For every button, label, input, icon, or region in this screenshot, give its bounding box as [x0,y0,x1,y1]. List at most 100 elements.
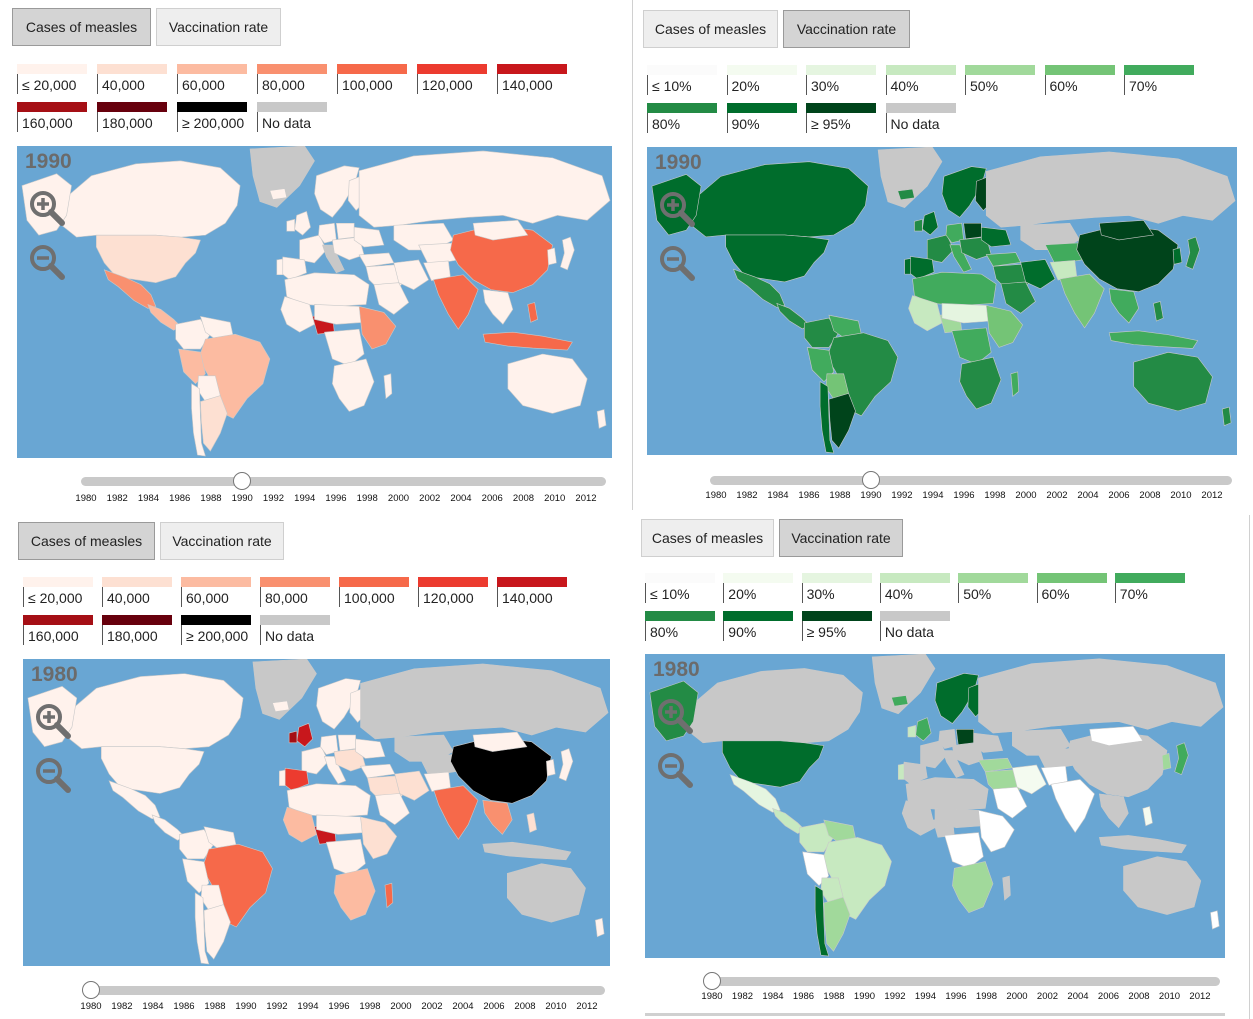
country-indonesia[interactable] [482,331,573,351]
country-italy[interactable] [323,756,347,785]
country-ukraine[interactable] [981,226,1012,248]
country-eastafrica[interactable] [358,306,397,350]
country-australia[interactable] [506,863,586,923]
country-greenland[interactable] [877,147,943,208]
country-southafrica[interactable] [952,861,994,913]
year-tick-label[interactable]: 2012 [575,493,597,504]
country-sahel[interactable] [941,303,992,324]
year-tick-label[interactable]: 1992 [884,991,906,1002]
country-eastafrica[interactable] [985,305,1023,348]
country-russia[interactable] [360,663,609,740]
country-italy[interactable] [942,750,965,778]
country-seasia[interactable] [1098,793,1129,829]
country-brazil[interactable] [201,843,273,928]
country-india[interactable] [433,274,479,330]
country-ireland[interactable] [288,730,298,744]
year-tick-label[interactable]: 2006 [483,1001,505,1012]
country-portugal[interactable] [904,258,911,275]
country-indonesia[interactable] [1108,330,1199,349]
country-germany[interactable] [945,222,964,244]
year-tick-label[interactable]: 2004 [452,1001,474,1012]
country-scandinavia[interactable] [934,673,979,724]
country-canada[interactable] [683,668,863,744]
zoom-in-icon[interactable] [655,696,695,736]
year-tick-label[interactable]: 1986 [169,493,191,504]
country-centralafrica[interactable] [325,838,366,876]
country-usa[interactable] [722,740,825,788]
tab-vaccination-rate[interactable]: Vaccination rate [779,519,903,557]
country-france[interactable] [299,234,327,264]
country-mongolia[interactable] [472,219,529,241]
zoom-out-icon[interactable] [655,750,695,790]
country-portugal[interactable] [279,769,286,786]
country-seasia[interactable] [482,289,514,325]
year-tick-label[interactable]: 1984 [767,490,789,501]
country-china[interactable] [1067,730,1168,798]
country-india[interactable] [1050,779,1095,834]
slider-track[interactable] [82,986,605,995]
country-russia[interactable] [358,150,611,228]
world-map[interactable]: 1980 [645,654,1225,958]
year-tick-label[interactable]: 2010 [544,493,566,504]
country-australia[interactable] [1123,856,1202,915]
year-tick-label[interactable]: 2002 [1036,991,1059,1002]
country-usa[interactable] [725,234,830,283]
country-nz[interactable] [1221,406,1232,427]
country-canada[interactable] [61,673,244,749]
tab-cases-of-measles[interactable]: Cases of measles [18,522,155,560]
country-portugal[interactable] [276,258,284,276]
country-westafrica[interactable] [908,295,943,332]
country-brazil[interactable] [198,333,271,419]
year-tick-label[interactable]: 1984 [762,991,784,1002]
country-madagascar[interactable] [383,373,393,400]
country-china[interactable] [1076,224,1179,293]
country-mongolia[interactable] [472,731,528,752]
year-tick-label[interactable]: 2000 [1015,490,1037,501]
year-tick-label[interactable]: 1988 [823,991,845,1002]
country-brazil[interactable] [821,837,892,920]
year-tick-label[interactable]: 2002 [1046,490,1068,501]
country-korea[interactable] [546,759,556,777]
country-china[interactable] [450,224,553,293]
year-tick-label[interactable]: 2006 [481,493,503,504]
tab-cases-of-measles[interactable]: Cases of measles [12,8,151,46]
country-china[interactable] [450,736,552,804]
slider-handle[interactable] [703,972,721,990]
year-tick-label[interactable]: 2006 [1097,991,1120,1002]
country-iran[interactable] [393,259,429,290]
country-madagascar[interactable] [1002,875,1011,901]
country-india[interactable] [433,785,479,840]
country-westafrica[interactable] [282,806,317,843]
year-tick-label[interactable]: 2000 [1006,991,1028,1002]
country-philippines[interactable] [526,812,537,833]
year-tick-label[interactable]: 1980 [701,991,723,1002]
year-tick-label[interactable]: 1994 [922,490,944,501]
country-saudi[interactable] [373,282,410,315]
country-mongolia[interactable] [1089,726,1144,746]
year-tick-label[interactable]: 2012 [1201,490,1223,501]
country-nz[interactable] [595,917,605,938]
tab-vaccination-rate[interactable]: Vaccination rate [160,522,284,560]
year-tick-label[interactable]: 1986 [798,490,820,501]
country-ireland[interactable] [907,725,916,738]
year-tick-label[interactable]: 1982 [736,490,758,501]
country-iceland[interactable] [272,700,290,712]
slider-track[interactable] [81,477,606,486]
map-canvas[interactable] [647,147,1237,455]
country-nz[interactable] [596,409,607,429]
country-france[interactable] [301,746,329,775]
year-tick-label[interactable]: 2008 [512,493,535,504]
country-korea[interactable] [1161,753,1172,771]
country-southafrica[interactable] [332,358,375,412]
country-chile[interactable] [819,381,835,454]
slider-handle[interactable] [82,981,100,999]
year-tick-label[interactable]: 2012 [1189,991,1211,1002]
country-japan[interactable] [558,748,574,782]
zoom-in-icon[interactable] [657,189,697,229]
year-tick-label[interactable]: 1990 [853,991,876,1002]
country-saudi[interactable] [1000,281,1036,314]
country-japan[interactable] [1185,236,1200,270]
tab-cases-of-measles[interactable]: Cases of measles [643,10,778,48]
year-tick-label[interactable]: 1994 [297,1001,319,1012]
year-tick-label[interactable]: 2000 [390,1001,412,1012]
